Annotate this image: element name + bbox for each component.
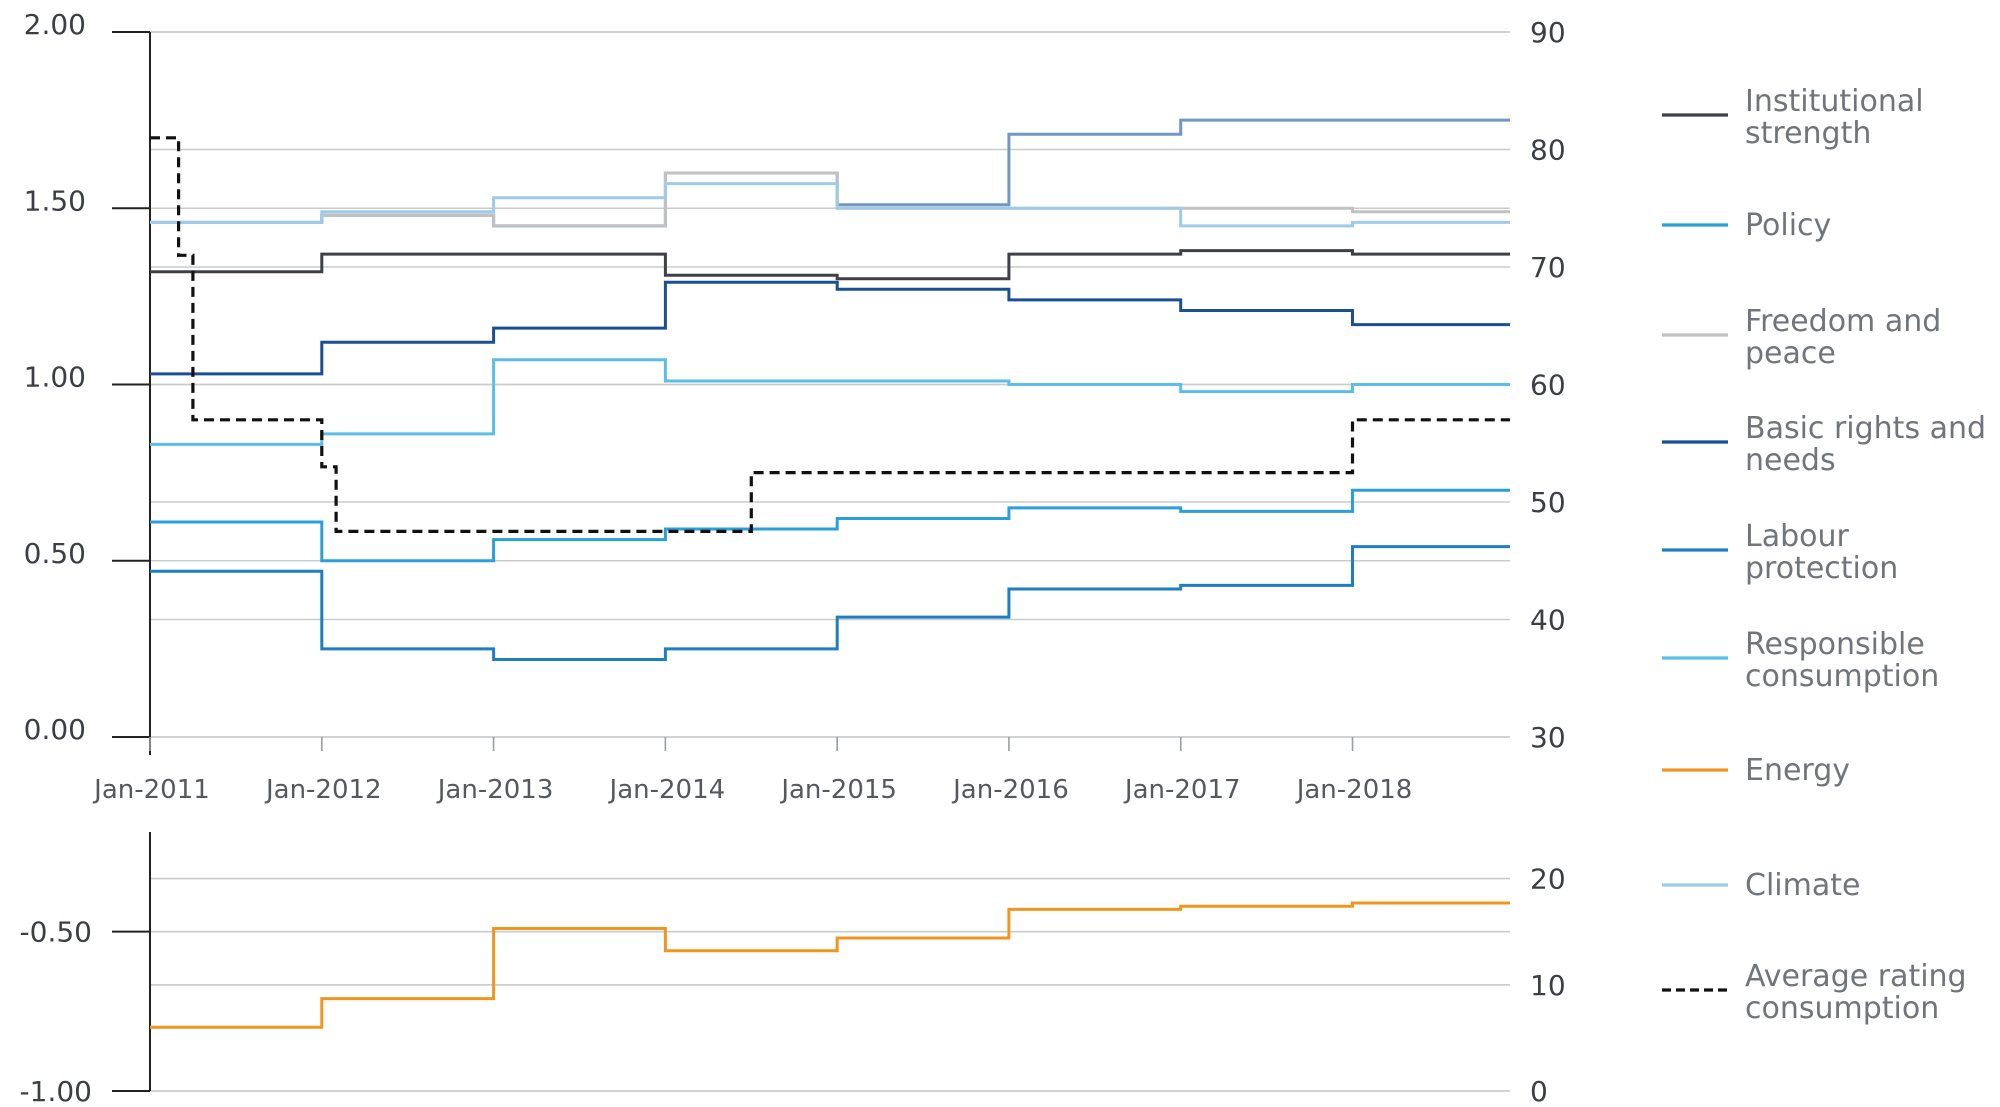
series-line-policy <box>150 488 1510 563</box>
legend: Institutional strength Policy Freedom and pe… <box>1662 84 1986 1026</box>
legend-label: Climate <box>1745 868 1860 903</box>
y2-tick-label-lower: 0 <box>1530 1075 1548 1102</box>
y-tick-label-lower: -1.00 <box>20 1075 92 1102</box>
axes: 0.00 0.50 1.00 1.50 2.00 30 40 50 60 70 80 90 -1.00 -… <box>20 8 1566 1107</box>
series-line-freedom-and-peace <box>150 171 1510 228</box>
legend-item: Average rating consumption <box>1662 959 1967 1026</box>
y2-tick-label: 30 <box>1530 721 1566 754</box>
legend-item: Labour protection <box>1662 519 1898 586</box>
legend-item: Policy <box>1662 208 1831 243</box>
y-tick-label-lower: -0.50 <box>20 916 92 949</box>
x-tick-label: Jan-2011 <box>92 775 210 805</box>
x-tick-label: Jan-2013 <box>436 775 554 805</box>
legend-label: Policy <box>1745 208 1831 243</box>
y-tick-label: 1.00 <box>24 361 86 394</box>
x-tick-label: Jan-2018 <box>1295 775 1413 805</box>
x-tick-label: Jan-2017 <box>1123 775 1241 805</box>
legend-item: Freedom and peace <box>1662 304 1941 371</box>
y2-tick-label: 50 <box>1530 486 1566 519</box>
legend-item: Institutional strength <box>1662 84 1924 151</box>
legend-item: Climate <box>1662 868 1860 903</box>
legend-label: Labour protection <box>1745 519 1898 586</box>
series <box>150 118 1510 1029</box>
series-line-average-rating-consumption <box>150 136 1510 533</box>
y2-tick-label-lower: 10 <box>1530 969 1566 1002</box>
legend-label: Energy <box>1745 753 1850 788</box>
y-tick-label: 0.50 <box>24 537 86 570</box>
legend-label: Institutional strength <box>1745 84 1924 151</box>
y2-tick-label: 60 <box>1530 369 1566 402</box>
x-tick-label: Jan-2012 <box>264 775 382 805</box>
y-tick-label: 0.00 <box>24 713 86 746</box>
legend-label: Basic rights and needs <box>1745 411 1986 478</box>
legend-item: Responsible consumption <box>1662 627 1939 694</box>
series-line-climate <box>150 182 1510 228</box>
x-tick-label: Jan-2015 <box>779 775 897 805</box>
y2-tick-label: 90 <box>1530 16 1566 49</box>
series-line-labour-protection <box>150 545 1510 661</box>
legend-label: Average rating consumption <box>1745 959 1967 1026</box>
legend-label: Responsible consumption <box>1745 627 1939 694</box>
x-tick-label: Jan-2014 <box>608 775 726 805</box>
legend-label: Freedom and peace <box>1745 304 1941 371</box>
gridlines <box>150 31 1510 1092</box>
y-tick-label: 1.50 <box>24 184 86 217</box>
legend-item: Energy <box>1662 753 1850 788</box>
series-line-basic-rights-and-needs <box>150 280 1510 376</box>
y2-tick-label: 70 <box>1530 251 1566 284</box>
y2-tick-label: 40 <box>1530 604 1566 637</box>
y-tick-label: 2.00 <box>24 8 86 41</box>
series-line-energy <box>150 901 1510 1029</box>
y2-tick-label: 80 <box>1530 134 1566 167</box>
series-line-responsible-consumption <box>150 358 1510 446</box>
legend-item: Basic rights and needs <box>1662 411 1986 478</box>
y2-tick-label-lower: 20 <box>1530 863 1566 896</box>
series-line-institutional-strength <box>150 249 1510 281</box>
x-tick-label: Jan-2016 <box>951 775 1069 805</box>
